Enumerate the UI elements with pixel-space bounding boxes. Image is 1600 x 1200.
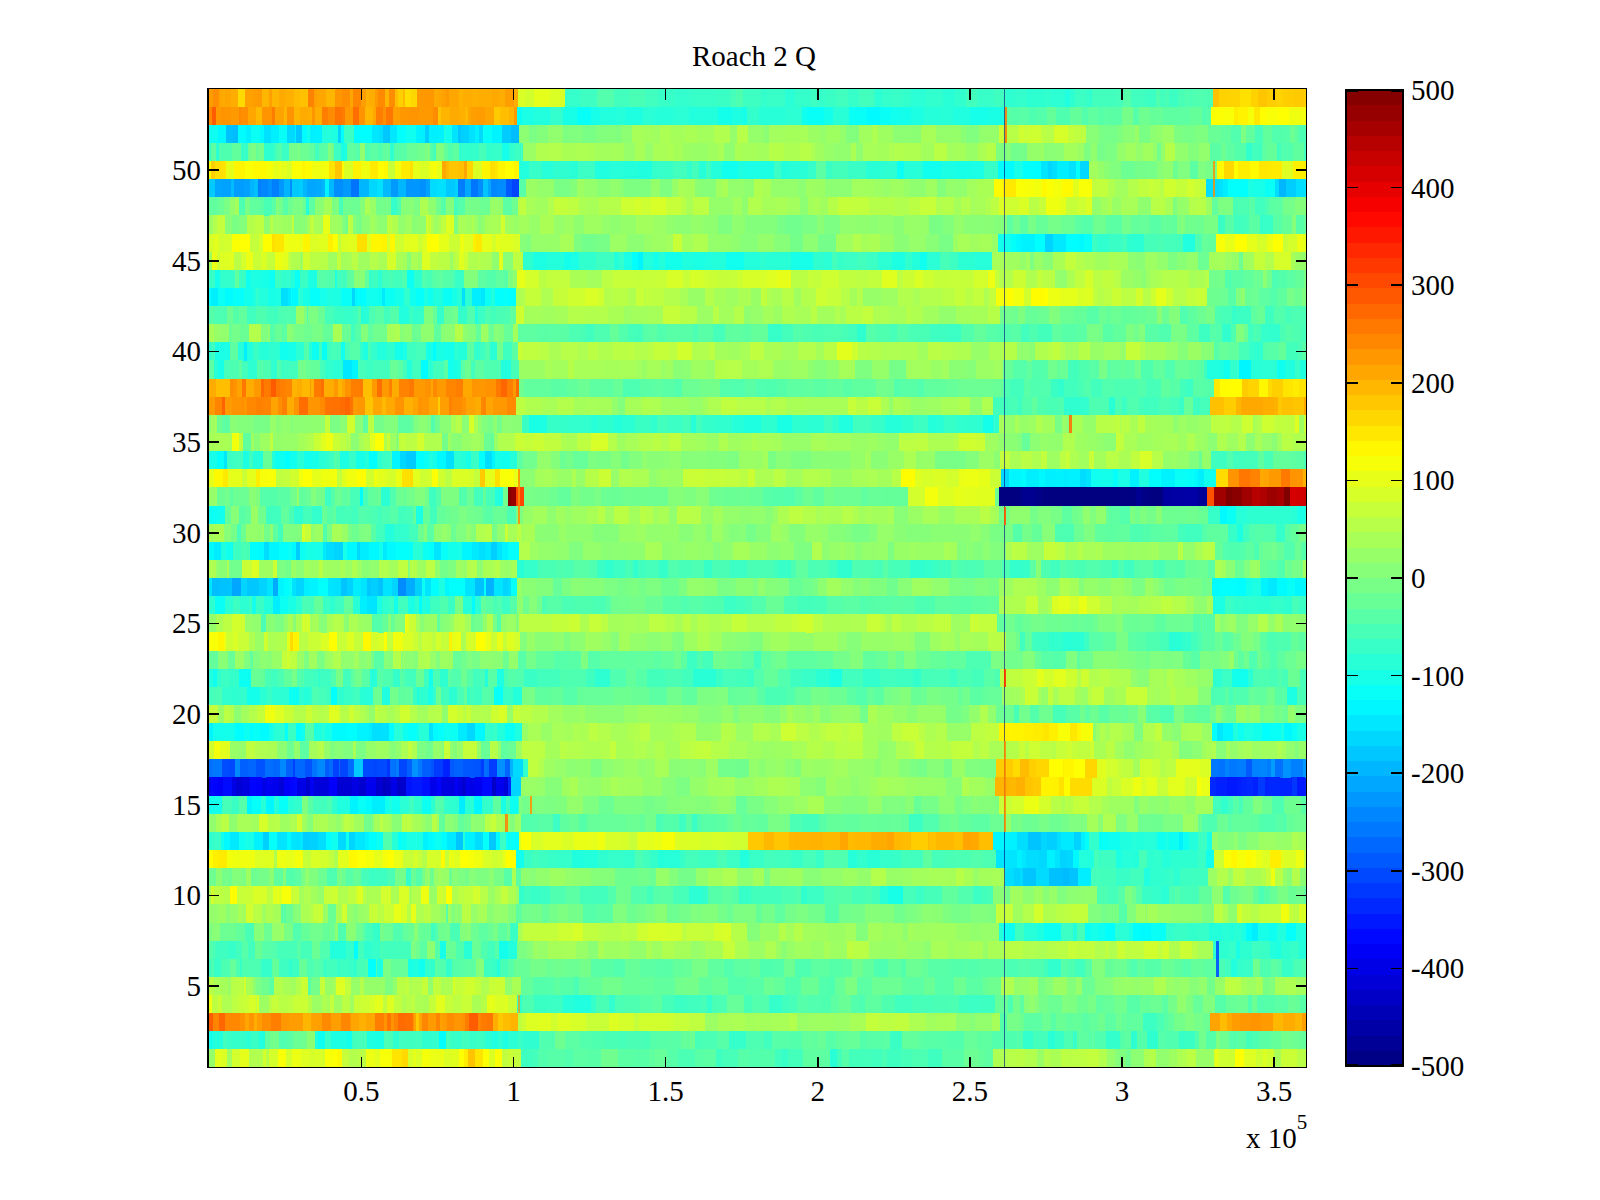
svg-text:2.5: 2.5 — [952, 1075, 988, 1107]
svg-text:-400: -400 — [1411, 952, 1464, 984]
svg-text:-100: -100 — [1411, 660, 1464, 692]
svg-text:50: 50 — [172, 154, 201, 186]
svg-text:0: 0 — [1411, 562, 1426, 594]
svg-text:-300: -300 — [1411, 855, 1464, 887]
svg-text:200: 200 — [1411, 367, 1455, 399]
svg-text:100: 100 — [1411, 464, 1455, 496]
svg-text:20: 20 — [172, 698, 201, 730]
svg-text:Roach 2 Q: Roach 2 Q — [692, 40, 816, 72]
svg-text:40: 40 — [172, 335, 201, 367]
svg-text:500: 500 — [1411, 74, 1455, 106]
svg-text:45: 45 — [172, 245, 201, 277]
svg-text:2: 2 — [810, 1075, 825, 1107]
svg-text:3.5: 3.5 — [1256, 1075, 1292, 1107]
svg-text:1.5: 1.5 — [647, 1075, 683, 1107]
svg-text:400: 400 — [1411, 172, 1455, 204]
svg-text:10: 10 — [172, 879, 201, 911]
svg-text:25: 25 — [172, 607, 201, 639]
svg-text:15: 15 — [172, 789, 201, 821]
svg-text:300: 300 — [1411, 269, 1455, 301]
svg-text:-200: -200 — [1411, 757, 1464, 789]
svg-text:0.5: 0.5 — [343, 1075, 379, 1107]
svg-text:3: 3 — [1115, 1075, 1130, 1107]
svg-text:30: 30 — [172, 517, 201, 549]
svg-text:-500: -500 — [1411, 1050, 1464, 1082]
svg-text:5: 5 — [187, 970, 202, 1002]
svg-text:1: 1 — [506, 1075, 521, 1107]
svg-text:35: 35 — [172, 426, 201, 458]
